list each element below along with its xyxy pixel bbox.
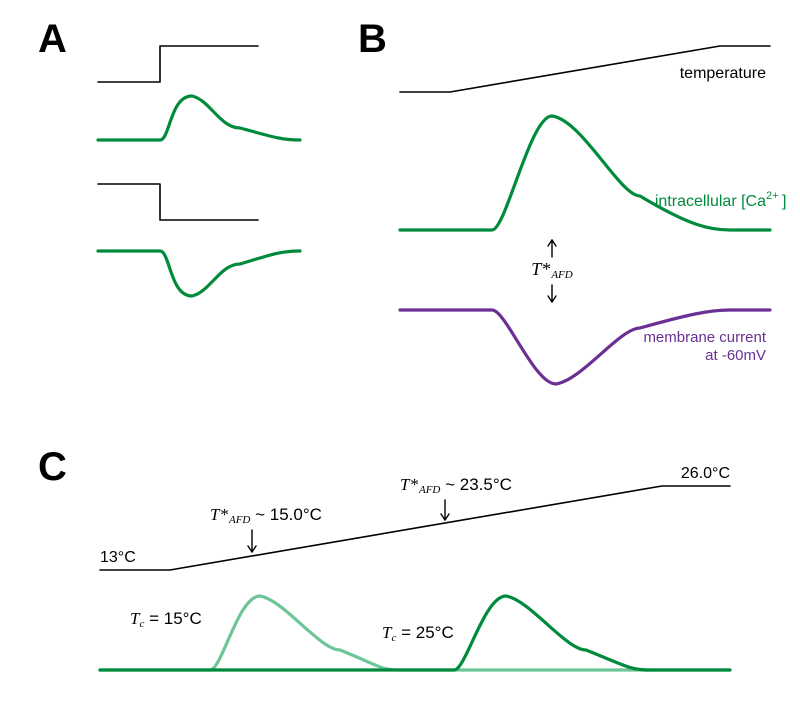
- panelA-upper-step: [98, 46, 258, 82]
- panelC-ramp: [100, 486, 730, 570]
- panel-letter-A: A: [38, 17, 67, 61]
- panelA-lower-step: [98, 184, 258, 220]
- panelC-tafd1-label: T*AFD ~ 15.0°C: [210, 505, 322, 526]
- panelB-tafd-label: T*AFD: [531, 259, 572, 281]
- panelB-tafd-arrow-down: [548, 285, 556, 302]
- panelA-lower-curve: [98, 251, 300, 296]
- panelB-current-label1: membrane current: [643, 329, 766, 346]
- panelB-current-label2: at -60mV: [705, 347, 766, 364]
- panelB-tafd-arrow-up: [548, 240, 556, 257]
- panelC-temp-right: 26.0°C: [681, 465, 730, 482]
- panelB-calcium-sup: 2+: [766, 190, 779, 202]
- panelB-calcium-close: ]: [782, 193, 786, 210]
- panelB-calcium-label: intracellular [Ca: [655, 193, 766, 210]
- panelC-tafd2-label: T*AFD ~ 23.5°C: [400, 475, 512, 496]
- panelC-tafd2-arrow: [441, 500, 449, 520]
- panelB-temperature-label: temperature: [680, 65, 766, 82]
- panelC-temp-left: 13°C: [100, 549, 136, 566]
- panel-letter-B: B: [358, 17, 387, 61]
- panelC-tc-left: Tc = 15°C: [130, 609, 202, 630]
- panelB-calcium-curve: [400, 116, 770, 230]
- panelC-tc-right: Tc = 25°C: [382, 623, 454, 644]
- panelC-tafd1-arrow: [248, 530, 256, 552]
- panel-letter-C: C: [38, 445, 67, 489]
- panelA-upper-curve: [98, 96, 300, 140]
